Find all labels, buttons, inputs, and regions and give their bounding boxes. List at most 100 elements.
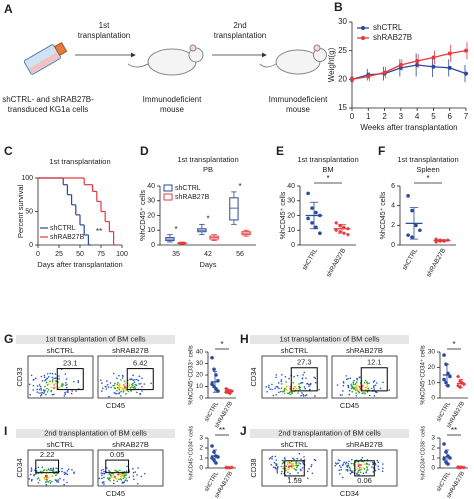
event-dot xyxy=(358,464,361,466)
event-dot xyxy=(119,469,121,471)
event-dot xyxy=(358,469,361,472)
event-dot xyxy=(308,385,310,388)
event-dot xyxy=(117,381,119,384)
event-dot xyxy=(355,392,358,395)
event-dot xyxy=(285,381,287,383)
legend-label: shRAB27B xyxy=(373,33,412,42)
legend-label: shCTRL xyxy=(373,23,403,32)
event-dot xyxy=(67,391,69,393)
event-dot xyxy=(122,477,125,480)
event-dot xyxy=(362,392,365,394)
event-dot xyxy=(125,477,127,479)
event-dot xyxy=(122,390,125,392)
event-dot xyxy=(51,393,54,396)
event-dot xyxy=(33,473,35,476)
event-dot xyxy=(121,387,124,389)
flow-title-bar xyxy=(250,335,409,344)
event-dot xyxy=(268,384,270,387)
event-dot xyxy=(36,391,39,393)
event-dot xyxy=(109,382,112,384)
event-dot xyxy=(131,386,133,388)
panel-label: I xyxy=(4,424,7,438)
event-dot xyxy=(301,392,303,394)
event-dot xyxy=(123,476,126,478)
event-dot xyxy=(46,387,48,390)
event-dot xyxy=(366,468,369,470)
event-dot xyxy=(143,383,146,385)
event-dot xyxy=(114,382,116,385)
event-dot xyxy=(306,470,309,473)
x-tick-label: 100 xyxy=(116,251,128,258)
event-dot xyxy=(45,381,48,384)
flow-plot-frame xyxy=(27,355,94,399)
event-dot xyxy=(112,372,115,375)
y-tick-label: 4 xyxy=(391,203,395,210)
x-tick-label: 25 xyxy=(55,251,63,258)
event-dot xyxy=(288,476,290,479)
event-dot xyxy=(103,483,105,485)
event-dot xyxy=(45,484,48,486)
flow-title: 1st transplantation of BM cells xyxy=(279,334,379,343)
event-dot xyxy=(122,387,125,390)
event-dot xyxy=(28,383,31,386)
event-dot xyxy=(110,386,112,389)
y-tick-label: 10 xyxy=(196,383,204,390)
event-dot xyxy=(293,385,296,388)
event-dot xyxy=(117,387,120,390)
event-dot xyxy=(307,383,310,386)
point xyxy=(334,220,339,225)
point xyxy=(406,194,410,198)
event-dot xyxy=(356,381,358,383)
event-dot xyxy=(283,392,286,395)
y-axis-label: Percent survival xyxy=(16,184,25,238)
event-dot xyxy=(358,473,360,476)
event-dot xyxy=(273,461,276,464)
point xyxy=(464,71,468,76)
event-dot xyxy=(310,464,313,466)
legend-marker xyxy=(361,26,365,30)
x-tick-label: 2 xyxy=(382,112,387,121)
event-dot xyxy=(304,388,306,390)
event-dot xyxy=(47,383,50,385)
event-dot xyxy=(368,394,371,397)
event-dot xyxy=(275,374,278,376)
event-dot xyxy=(64,393,67,395)
event-dot xyxy=(286,389,288,391)
event-dot xyxy=(288,462,291,465)
event-dot xyxy=(359,388,361,390)
event-dot xyxy=(123,385,126,388)
event-dot xyxy=(119,386,121,389)
event-dot xyxy=(265,385,268,388)
event-dot xyxy=(372,385,375,387)
flow-title-bar xyxy=(250,429,409,438)
event-dot xyxy=(284,375,287,378)
event-dot xyxy=(100,379,102,382)
event-dot xyxy=(340,468,342,471)
event-dot xyxy=(374,469,377,472)
event-dot xyxy=(282,465,285,468)
event-dot xyxy=(47,376,50,378)
event-dot xyxy=(62,383,64,385)
event-dot xyxy=(37,481,40,484)
x-tick-label: 75 xyxy=(97,251,105,258)
event-dot xyxy=(101,387,104,390)
y-tick-label: 3 xyxy=(199,435,203,442)
event-dot xyxy=(356,388,359,391)
event-dot xyxy=(276,470,278,472)
event-dot xyxy=(136,378,138,381)
event-dot xyxy=(339,473,341,475)
event-dot xyxy=(347,463,349,465)
event-dot xyxy=(344,463,347,465)
y-axis-label: %hCD45⁺CD34⁺ cells xyxy=(420,345,427,404)
event-dot xyxy=(295,464,297,467)
event-dot xyxy=(292,462,295,465)
event-dot xyxy=(118,388,121,391)
point xyxy=(306,216,310,221)
event-dot xyxy=(303,386,306,388)
event-dot xyxy=(128,476,131,478)
event-dot xyxy=(124,382,127,384)
y-tick-label: 2 xyxy=(391,222,395,229)
event-dot xyxy=(292,467,294,470)
event-dot xyxy=(293,458,295,461)
event-dot xyxy=(274,455,277,458)
